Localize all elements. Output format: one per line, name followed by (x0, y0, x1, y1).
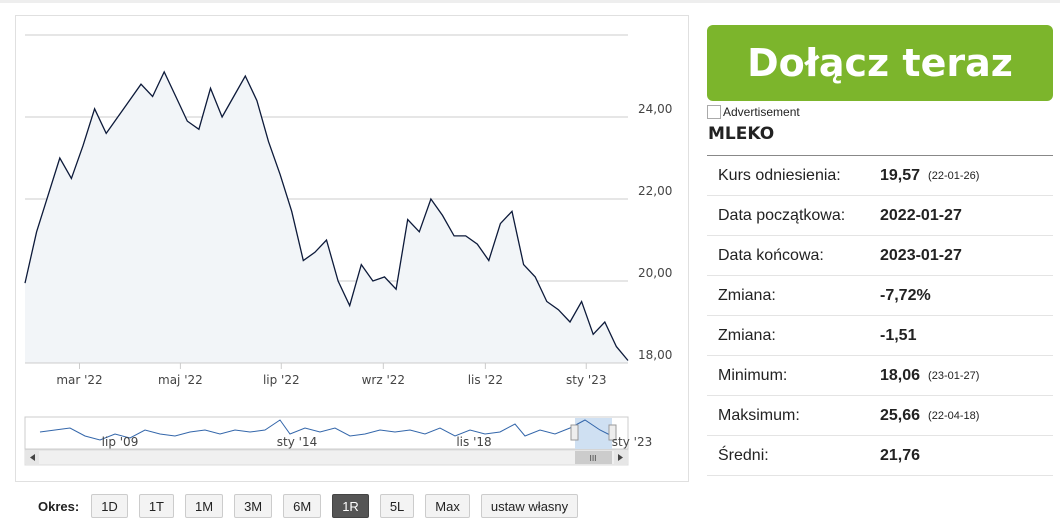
period-label: Okres: (38, 498, 80, 514)
x-tick-label: lip '22 (263, 373, 300, 387)
stat-date: (22-01-26) (928, 169, 980, 182)
chart: III lip '09 sty '14 lis '18 sty '23 18,00 20… (24, 34, 672, 466)
stat-date: (22-04-18) (928, 409, 980, 422)
scrollbar-thumb[interactable] (575, 451, 612, 464)
period-button[interactable]: 1R (332, 494, 369, 518)
stats-row: Maksimum: 25,66 (22-04-18) (707, 396, 1053, 436)
x-tick-label: wrz '22 (362, 373, 405, 387)
join-button[interactable]: Dołącz teraz (707, 25, 1053, 101)
navigator-label: lis '18 (456, 435, 491, 449)
period-button[interactable]: ustaw własny (480, 494, 579, 518)
stat-label: Minimum: (718, 366, 788, 384)
stats-table: Kurs odniesienia: 19,57 (22-01-26) Data poc… (707, 156, 1053, 476)
stat-value: 18,06 (880, 366, 921, 384)
period-button[interactable]: 5L (379, 494, 415, 518)
x-tick-label: sty '23 (566, 373, 606, 387)
advertisement: Advertisement (707, 105, 800, 119)
stock-name: MLEKO (708, 124, 775, 144)
y-tick-label: 24,00 (638, 102, 672, 116)
stat-label: Data końcowa: (718, 246, 824, 264)
stats-row: Zmiana: -1,51 (707, 316, 1053, 356)
broken-image-icon (707, 105, 721, 119)
stat-label: Maksimum: (718, 406, 800, 424)
stat-value: 21,76 (880, 446, 921, 464)
navigator-label: lip '09 (102, 435, 139, 449)
price-line (24, 70, 629, 361)
stat-value: 2022-01-27 (880, 206, 962, 224)
area-fill (25, 71, 628, 364)
navigator: III lip '09 sty '14 lis '18 sty '23 (24, 416, 652, 466)
stats-row: Minimum: 18,06 (23-01-27) (707, 356, 1053, 396)
stat-date: (23-01-27) (928, 369, 980, 382)
arrow-icon (618, 454, 623, 461)
stat-value: 19,57 (880, 166, 921, 184)
arrow-icon (30, 454, 35, 461)
navigator-frame (24, 416, 629, 450)
navigator-selection[interactable] (575, 418, 612, 449)
y-tick-label: 20,00 (638, 266, 672, 280)
stats-row: Zmiana: -7,72% (707, 276, 1053, 316)
x-tick-label: maj '22 (158, 373, 203, 387)
period-selector: Okres: 1D 1T 1M 3M 6M 1R 5L Max ustaw własny (38, 494, 589, 518)
stat-label: Średni: (718, 446, 769, 464)
period-button[interactable]: 1D (91, 494, 128, 518)
period-button[interactable]: 6M (283, 494, 322, 518)
stat-value: 25,66 (880, 406, 921, 424)
stats-row: Kurs odniesienia: 19,57 (22-01-26) (707, 156, 1053, 196)
y-tick-label: 18,00 (638, 348, 672, 362)
period-button[interactable]: 1T (138, 494, 174, 518)
navigator-label: sty '23 (612, 435, 652, 449)
scrollbar-grip: III (589, 454, 596, 463)
x-tick-label: lis '22 (468, 373, 503, 387)
navigator-line (39, 419, 613, 441)
stat-value: -1,51 (880, 326, 917, 344)
stats-row: Średni: 21,76 (707, 436, 1053, 476)
stats-row: Data początkowa: 2022-01-27 (707, 196, 1053, 236)
period-button[interactable]: 1M (185, 494, 224, 518)
x-tick-label: mar '22 (56, 373, 102, 387)
chart-panel (15, 15, 689, 482)
stat-label: Zmiana: (718, 286, 776, 304)
stat-label: Data początkowa: (718, 206, 846, 224)
stat-label: Kurs odniesienia: (718, 166, 841, 184)
period-button[interactable]: 3M (234, 494, 273, 518)
stats-row: Data końcowa: 2023-01-27 (707, 236, 1053, 276)
stat-value: -7,72% (880, 286, 931, 304)
y-tick-label: 22,00 (638, 184, 672, 198)
scrollbar[interactable] (24, 449, 629, 466)
divider (707, 155, 1053, 156)
stat-value: 2023-01-27 (880, 246, 962, 264)
stat-label: Zmiana: (718, 326, 776, 344)
ad-alt-text: Advertisement (723, 105, 800, 119)
navigator-handle[interactable] (608, 424, 617, 441)
navigator-handle[interactable] (570, 424, 579, 441)
period-button[interactable]: Max (425, 494, 470, 518)
navigator-label: sty '14 (277, 435, 317, 449)
top-bar (0, 0, 1060, 3)
